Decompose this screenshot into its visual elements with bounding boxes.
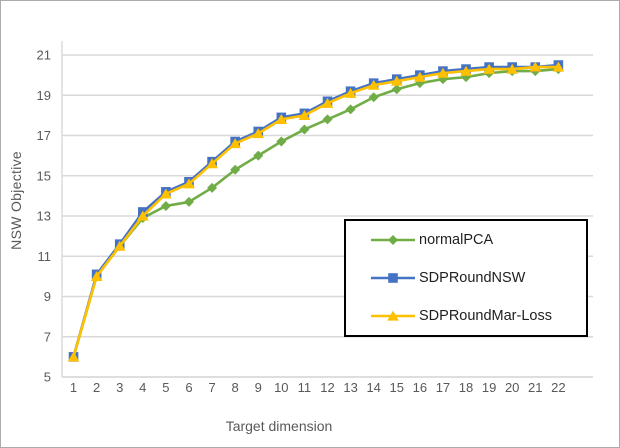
- x-tick-label: 7: [208, 380, 215, 395]
- series-line-normalPCA: [72, 67, 560, 359]
- x-tick-label: 4: [139, 380, 146, 395]
- x-axis-title: Target dimension: [225, 418, 333, 434]
- y-tick-label: 5: [44, 370, 51, 385]
- diamond-marker: [183, 196, 194, 207]
- diamond-marker: [160, 200, 171, 211]
- triangle-marker: [483, 63, 495, 74]
- triangle-marker: [321, 97, 334, 108]
- triangle-marker: [160, 188, 172, 199]
- diamond-marker: [368, 92, 379, 103]
- diamond-marker: [276, 136, 287, 147]
- x-tick-label: 12: [320, 380, 334, 395]
- y-tick-label: 9: [44, 289, 51, 304]
- triangle-marker: [414, 71, 426, 82]
- x-tick-label: 11: [298, 380, 312, 395]
- triangle-marker: [275, 114, 288, 124]
- legend-label: SDPRoundMar-Loss: [419, 308, 552, 324]
- x-tick-label: 21: [528, 380, 542, 395]
- x-tick-label: 15: [390, 380, 404, 395]
- square-marker: [388, 273, 398, 283]
- y-tick-label: 11: [38, 249, 52, 264]
- triangle-marker: [298, 109, 311, 120]
- diamond-marker: [253, 150, 264, 161]
- y-tick-label: 7: [44, 329, 51, 344]
- diamond-marker: [230, 164, 241, 175]
- triangle-marker: [252, 128, 265, 139]
- triangle-marker: [552, 61, 565, 72]
- diamond-marker: [391, 84, 402, 95]
- x-tick-label: 22: [551, 380, 565, 395]
- diamond-marker: [207, 182, 218, 193]
- legend: normalPCA SDPRoundNSW SDPRoundMar-Loss: [344, 219, 588, 337]
- x-tick-label: 1: [70, 380, 77, 395]
- x-tick-label: 10: [274, 380, 288, 395]
- legend-key-triangle: [371, 310, 415, 321]
- x-tick-label: 3: [116, 380, 123, 395]
- diamond-marker: [345, 104, 356, 115]
- x-tick-label: 17: [436, 380, 450, 395]
- triangle-marker: [529, 61, 542, 72]
- x-tick-label: 8: [232, 380, 239, 395]
- legend-key-square: [371, 273, 415, 283]
- y-tick-label: 21: [37, 48, 51, 63]
- triangle-marker: [67, 351, 80, 362]
- x-tick-label: 6: [185, 380, 192, 395]
- x-tick-label: 20: [505, 380, 519, 395]
- y-tick-label: 19: [37, 88, 51, 103]
- x-tick-label: 9: [255, 380, 262, 395]
- diamond-marker: [388, 235, 398, 245]
- x-tick-label: 18: [459, 380, 473, 395]
- x-tick-label: 2: [93, 380, 100, 395]
- legend-item-SDPRoundNSW: SDPRoundNSW: [370, 270, 586, 286]
- y-tick-label: 15: [37, 168, 51, 183]
- triangle-marker: [90, 270, 103, 281]
- triangle-marker: [113, 240, 126, 251]
- legend-label: SDPRoundNSW: [419, 270, 526, 286]
- x-tick-label: 16: [413, 380, 427, 395]
- triangle-marker: [206, 158, 218, 169]
- x-tick-label: 13: [343, 380, 357, 395]
- legend-label: normalPCA: [419, 232, 494, 248]
- legend-item-SDPRoundMar-Loss: SDPRoundMar-Loss: [370, 308, 586, 324]
- x-tick-label: 5: [162, 380, 169, 395]
- triangle-marker: [183, 178, 195, 189]
- series-line-SDPRoundMar-Loss: [72, 65, 560, 359]
- diamond-marker: [299, 124, 310, 135]
- triangle-marker: [229, 138, 241, 149]
- legend-key-diamond: [371, 235, 415, 245]
- x-tick-label: 14: [366, 380, 380, 395]
- triangle-marker: [137, 210, 149, 221]
- triangle-marker: [390, 75, 403, 86]
- series-line-SDPRoundNSW: [72, 63, 560, 359]
- triangle-marker: [460, 65, 472, 76]
- y-axis-title: NSW Objective: [8, 151, 24, 250]
- triangle-marker: [344, 87, 357, 98]
- y-tick-label: 13: [37, 209, 51, 224]
- triangle-marker: [437, 67, 449, 78]
- x-tick-label: 19: [482, 380, 496, 395]
- triangle-marker: [367, 79, 380, 90]
- legend-item-normalPCA: normalPCA: [370, 232, 586, 248]
- y-tick-label: 17: [37, 128, 51, 143]
- triangle-marker: [506, 63, 518, 74]
- diamond-marker: [322, 114, 333, 125]
- triangle-marker: [387, 310, 399, 321]
